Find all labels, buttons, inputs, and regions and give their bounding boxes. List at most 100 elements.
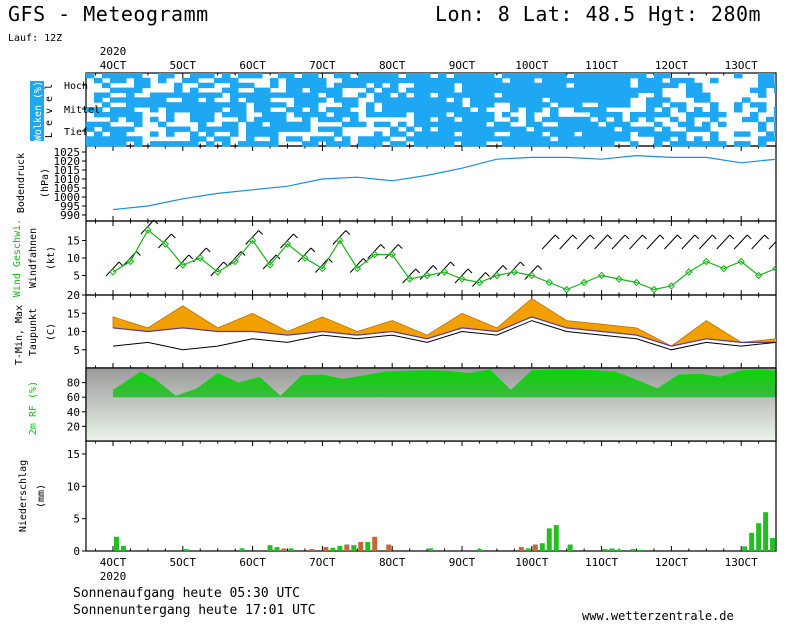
cloud-cell [758, 136, 767, 142]
cloud-cell [422, 97, 431, 103]
cloud-cell [758, 141, 767, 147]
cloud-cell [374, 136, 383, 142]
cloud-cell [694, 136, 703, 142]
cloud-cell [582, 121, 591, 128]
bottom-day-label: 7OCT [309, 556, 336, 569]
cloud-cell [438, 131, 447, 137]
cloud-cell [150, 102, 159, 108]
cloud-cell [550, 77, 559, 84]
cloud-cell [222, 141, 231, 147]
panel-frame-5 [85, 440, 777, 552]
cloud-cell [286, 92, 295, 98]
cloud-cell [550, 131, 559, 137]
bottom-day-label: 4OCT [100, 556, 127, 569]
cloud-cell [582, 131, 591, 137]
cloud-cell [110, 77, 119, 84]
cloud-cell [278, 126, 287, 132]
cloud-cell [470, 136, 479, 142]
cloud-cell [486, 102, 495, 108]
wind-barb-feather [502, 265, 508, 270]
cloud-cell [750, 87, 759, 93]
cloud-cell [606, 131, 615, 137]
precip-bar [567, 544, 573, 551]
cloud-cell [422, 73, 431, 79]
cloud-cell [414, 73, 423, 79]
precip-bar [616, 549, 622, 551]
cloud-cell [454, 136, 463, 142]
cloud-cell [254, 107, 263, 113]
cloud-cell [678, 77, 687, 84]
cloud-cell [94, 107, 103, 113]
cloud-cell [710, 136, 719, 142]
cloud-cell [646, 102, 655, 108]
cloud-cell [86, 121, 95, 128]
cloud-cell [502, 97, 511, 103]
cloud-cell [702, 97, 711, 103]
cloud-cell [494, 121, 503, 128]
cloud-cell [158, 97, 167, 103]
cloud-cell [118, 141, 127, 147]
cloud-cell [478, 116, 487, 123]
credit-link[interactable]: www.wetterzentrale.de [582, 609, 734, 623]
cloud-cell [166, 102, 175, 108]
cloud-cell [510, 131, 519, 137]
cloud-cell [678, 136, 687, 142]
cloud-cell [190, 92, 199, 98]
precip-ytick-label: 5 [73, 513, 80, 526]
cloud-cell [406, 87, 415, 93]
cloud-cell [118, 131, 127, 137]
cloud-cell [302, 121, 311, 128]
cloud-cell [614, 87, 623, 93]
cloud-cell [414, 97, 423, 103]
wind-barbs [105, 219, 776, 294]
cloud-cell [470, 131, 479, 137]
cloud-cell [526, 87, 535, 93]
top-day-label: 13OCT [725, 59, 758, 72]
cloud-cell [286, 82, 295, 89]
wind-gust-point [388, 250, 396, 259]
cloud-cell [150, 116, 159, 123]
cloud-cell [654, 121, 663, 128]
cloud-cell [550, 126, 559, 132]
precip-bar [372, 536, 378, 551]
cloud-cell [686, 87, 695, 93]
precip-bar [532, 544, 538, 551]
wind-barb-feather [537, 265, 543, 270]
cloud-cell [486, 73, 495, 79]
cloud-cell [206, 107, 215, 113]
cloud-cell [758, 126, 767, 132]
cloud-cell [622, 121, 631, 128]
cloud-cell [766, 73, 775, 79]
wind-barb-feather [362, 258, 368, 263]
precip-bar [756, 523, 762, 551]
cloud-cell [326, 116, 335, 123]
cloud-cell [558, 141, 567, 147]
cloud-cell [246, 92, 255, 98]
cloud-cell [390, 77, 399, 84]
precip-bar [749, 532, 755, 551]
cloud-cell [230, 107, 239, 113]
precip-bar [323, 547, 329, 551]
cloud-cell [334, 73, 343, 79]
humidity-ytick-label: 20 [67, 420, 80, 433]
cloud-cell [678, 107, 687, 113]
cloud-cell [630, 73, 639, 79]
cloud-cell [494, 136, 503, 142]
cloud-cell [278, 121, 287, 128]
precip-bar [770, 538, 776, 551]
cloud-cell [286, 126, 295, 132]
cloud-cell [614, 77, 623, 84]
cloud-cell [734, 131, 743, 137]
cloud-cell [158, 141, 167, 147]
cloud-cell [606, 73, 615, 79]
cloud-cell [470, 141, 479, 147]
cloud-cell [766, 82, 775, 89]
cloud-cell [230, 121, 239, 128]
cloud-cell [766, 77, 775, 84]
cloud-cell [422, 141, 431, 147]
precip-bar [120, 545, 126, 551]
cloud-cell [686, 111, 695, 118]
cloud-cell [630, 126, 639, 132]
cloud-cell [270, 102, 279, 108]
cloud-cell [750, 111, 759, 118]
